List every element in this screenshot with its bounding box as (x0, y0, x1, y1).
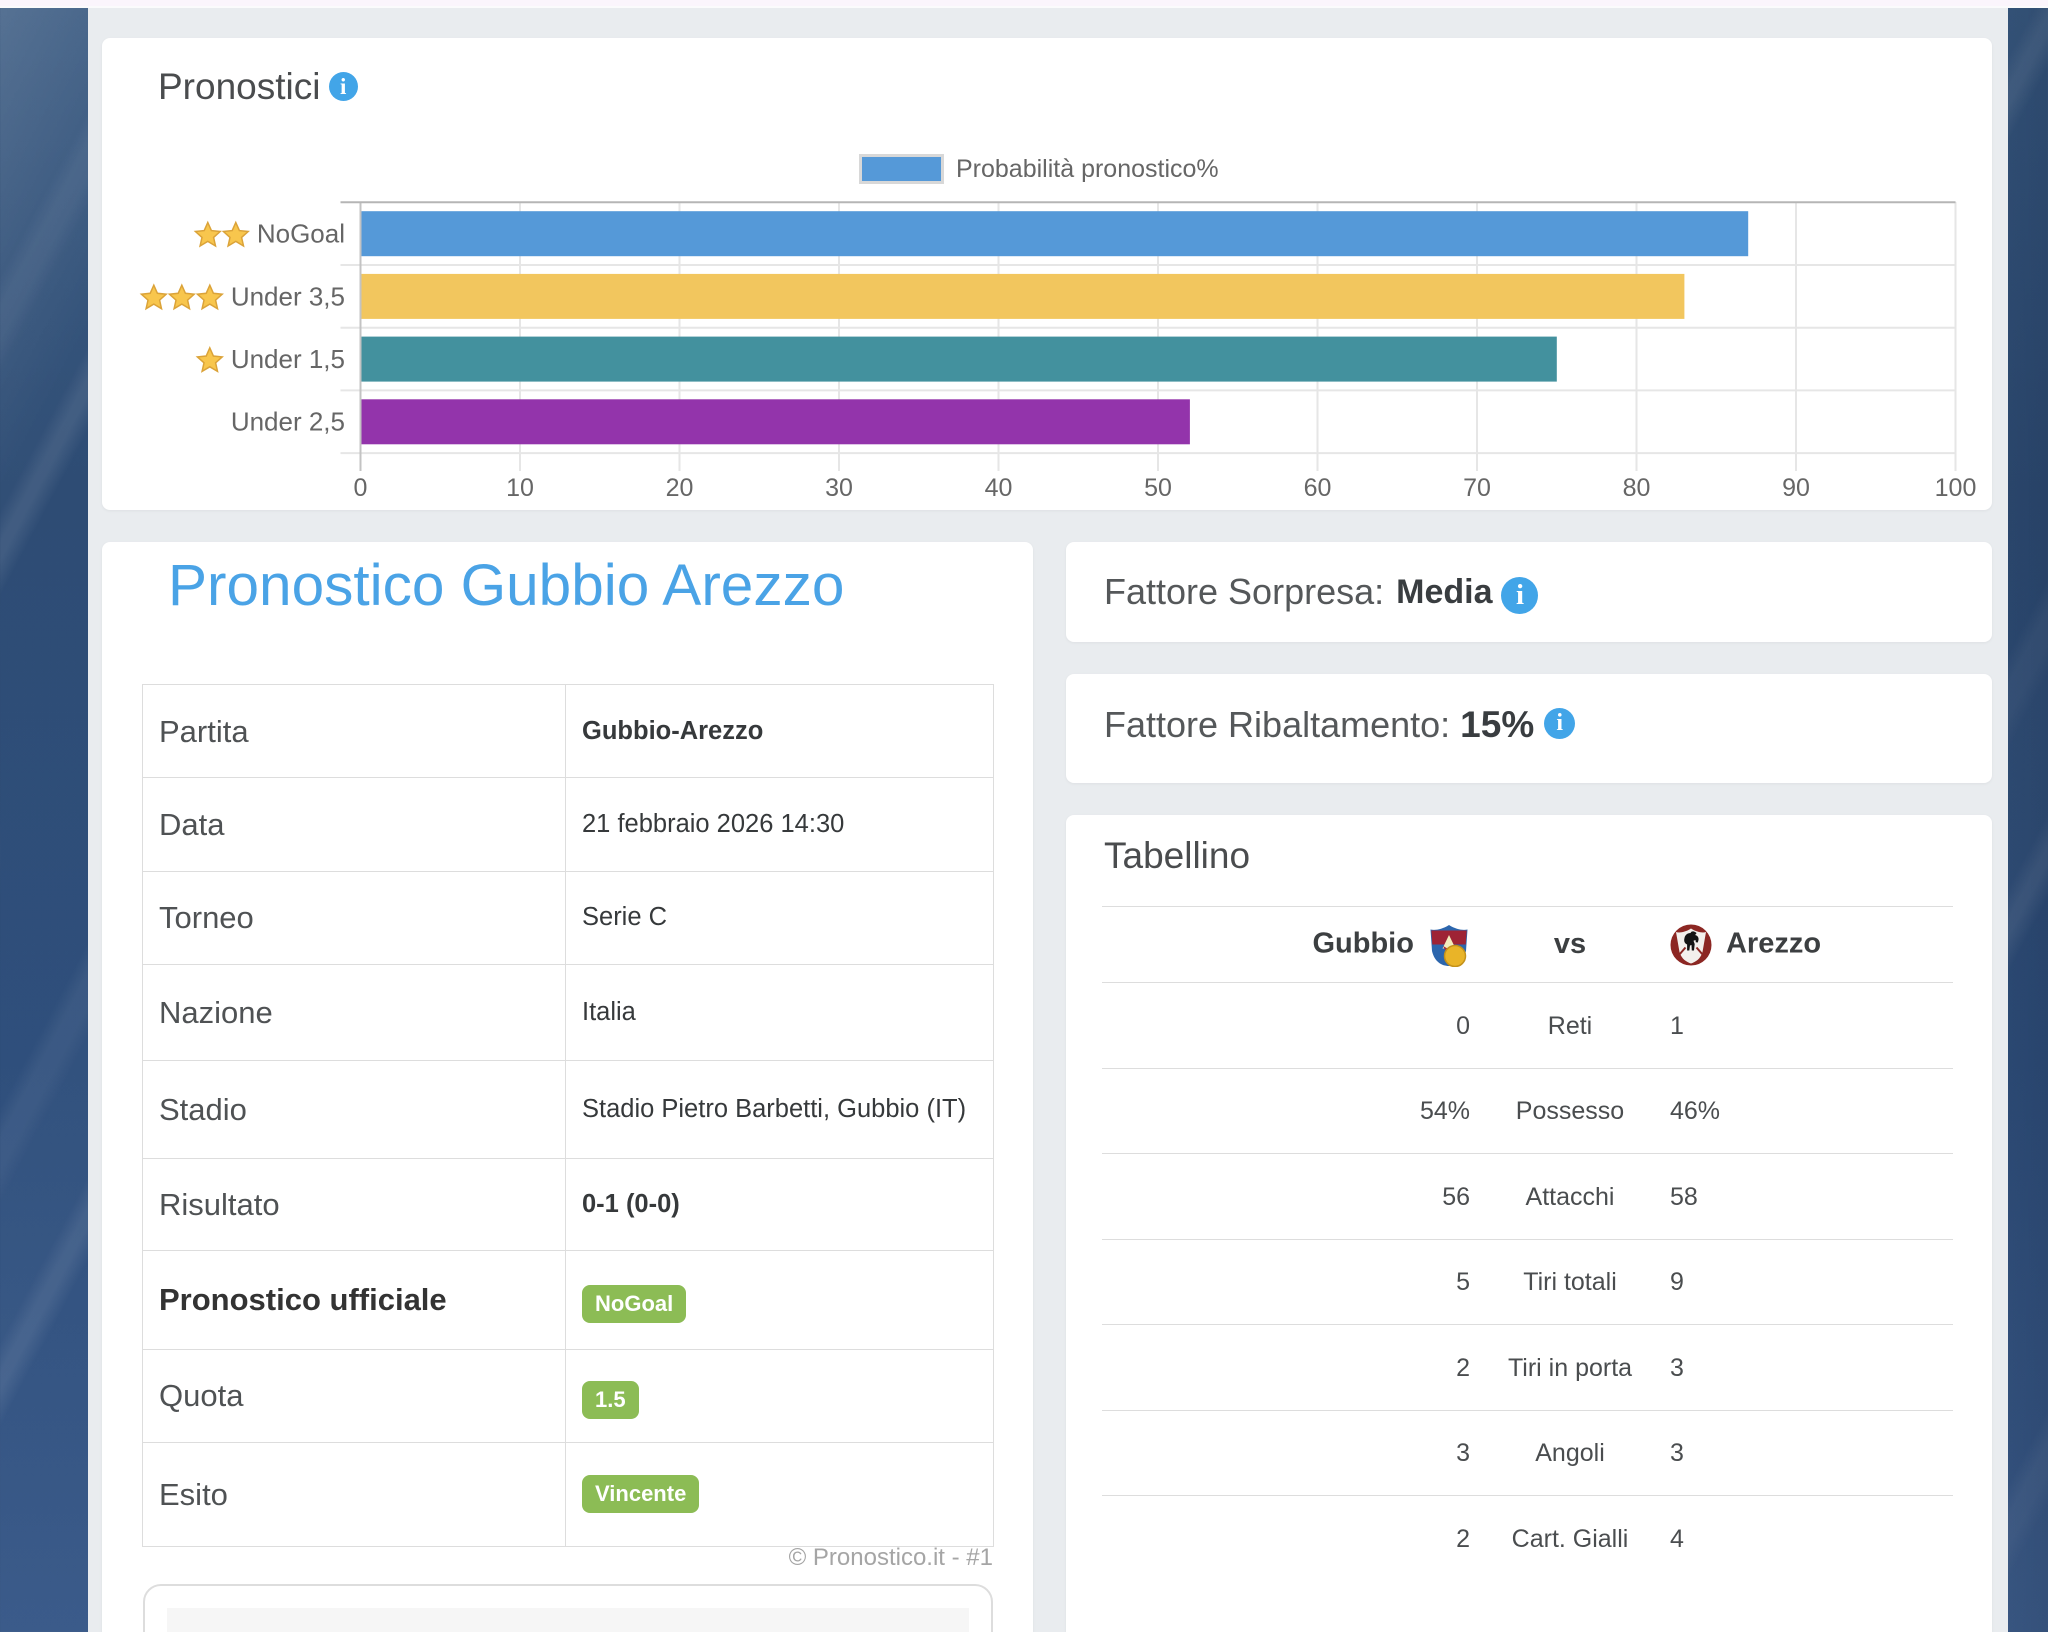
svg-text:Under 3,5: Under 3,5 (231, 281, 345, 311)
svg-text:50: 50 (1144, 474, 1172, 502)
svg-text:40: 40 (985, 474, 1013, 502)
svg-text:10: 10 (506, 474, 534, 502)
svg-text:Under 1,5: Under 1,5 (231, 344, 345, 374)
svg-text:30: 30 (825, 474, 853, 502)
svg-text:70: 70 (1463, 474, 1491, 502)
svg-text:0: 0 (354, 474, 368, 502)
svg-text:20: 20 (666, 474, 694, 502)
svg-text:90: 90 (1782, 474, 1810, 502)
svg-text:80: 80 (1623, 474, 1651, 502)
svg-text:100: 100 (1935, 474, 1977, 502)
svg-text:NoGoal: NoGoal (257, 219, 345, 249)
svg-text:Under 2,5: Under 2,5 (231, 407, 345, 437)
svg-text:60: 60 (1304, 474, 1332, 502)
